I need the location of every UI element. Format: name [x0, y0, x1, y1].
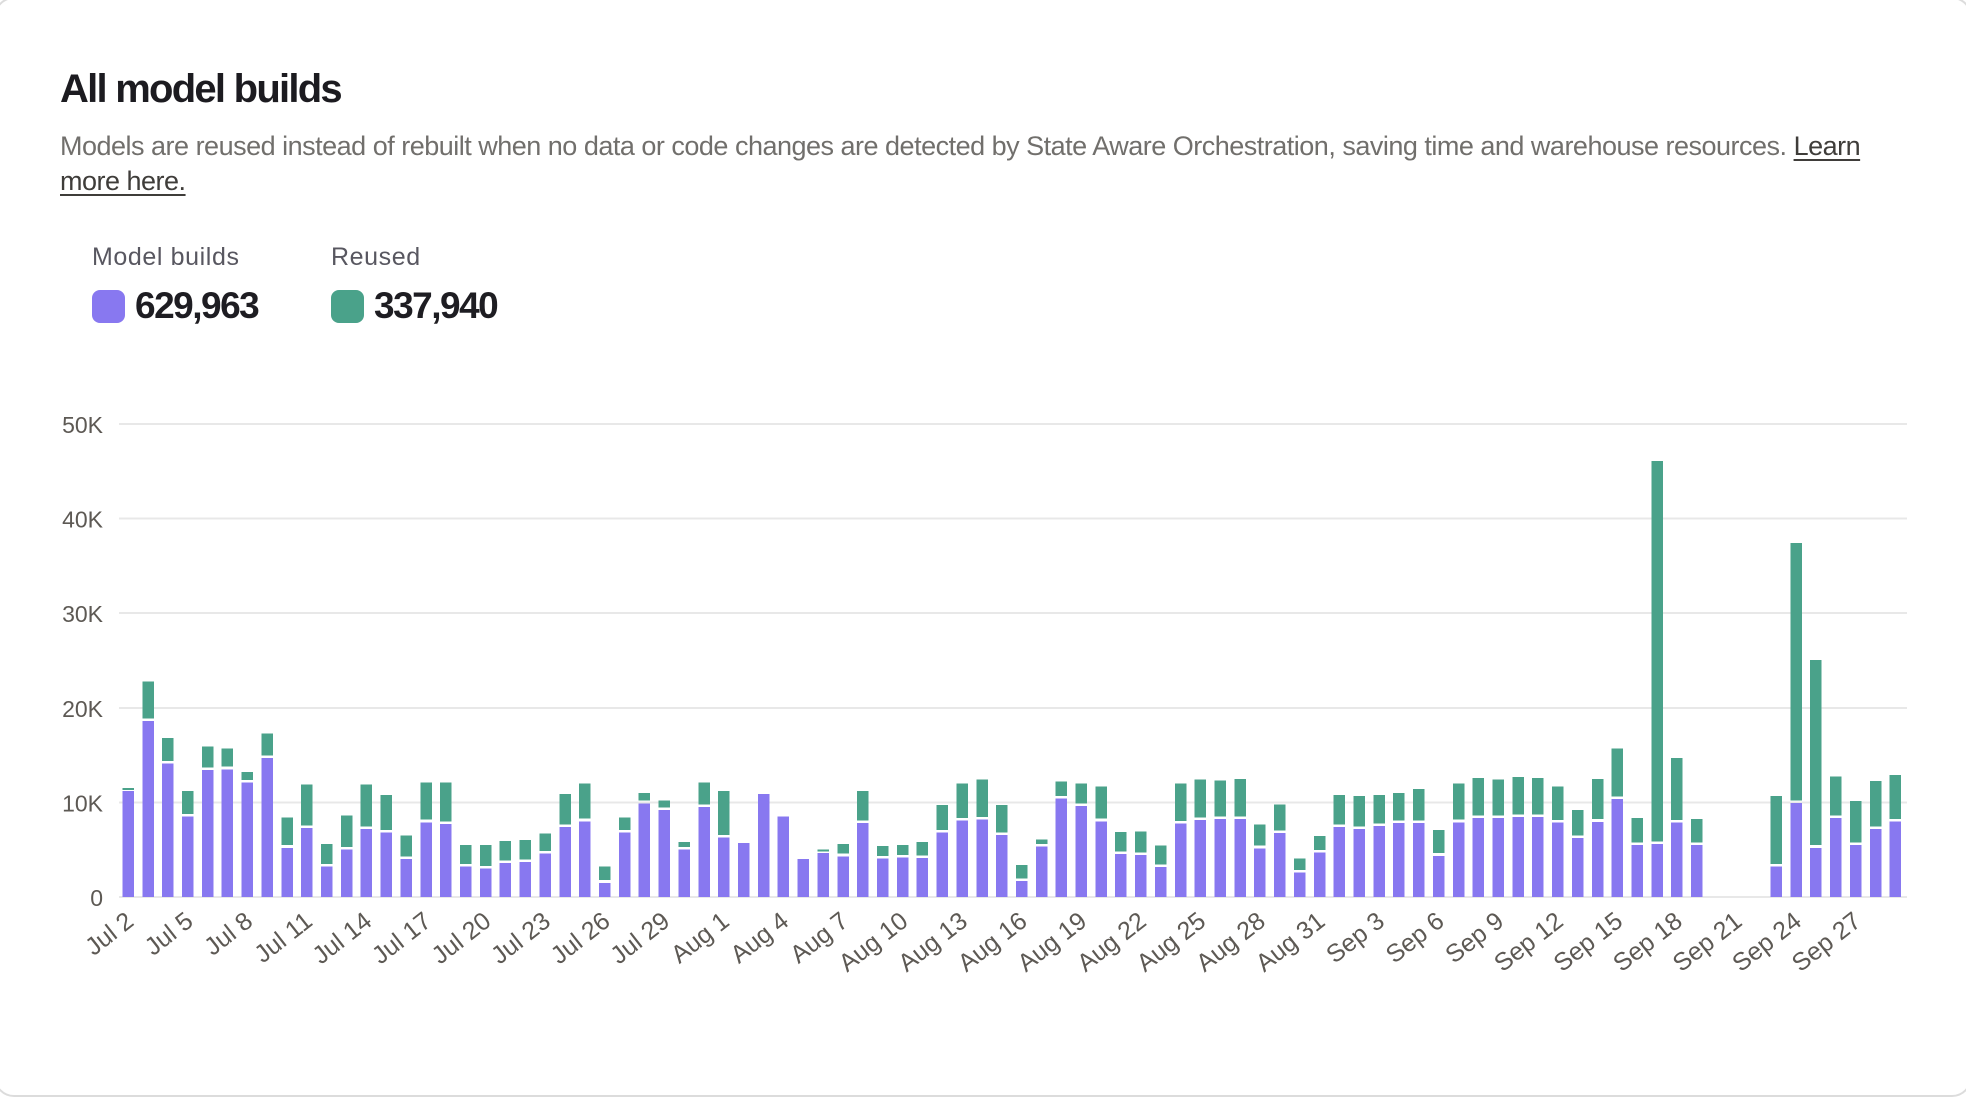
- svg-text:Sep 6: Sep 6: [1381, 907, 1450, 969]
- svg-text:20K: 20K: [62, 696, 104, 722]
- svg-text:Jul 2: Jul 2: [80, 907, 139, 962]
- svg-text:Jul 26: Jul 26: [546, 907, 616, 970]
- svg-text:Aug 4: Aug 4: [725, 907, 794, 969]
- svg-text:Jul 5: Jul 5: [140, 907, 199, 962]
- svg-text:Jul 14: Jul 14: [307, 907, 377, 970]
- svg-text:Jul 29: Jul 29: [605, 907, 675, 970]
- svg-text:40K: 40K: [62, 507, 104, 533]
- svg-text:Jul 17: Jul 17: [367, 907, 437, 970]
- svg-text:Sep 3: Sep 3: [1321, 907, 1390, 969]
- svg-text:0: 0: [90, 885, 103, 911]
- svg-text:Jul 11: Jul 11: [249, 907, 317, 969]
- svg-text:Jul 23: Jul 23: [486, 907, 556, 970]
- svg-text:30K: 30K: [62, 601, 104, 627]
- svg-text:Aug 31: Aug 31: [1251, 907, 1331, 978]
- svg-text:10K: 10K: [62, 790, 104, 816]
- svg-text:50K: 50K: [62, 412, 104, 438]
- svg-text:Jul 20: Jul 20: [426, 907, 496, 970]
- svg-text:Jul 8: Jul 8: [199, 907, 258, 962]
- svg-text:Aug 1: Aug 1: [666, 907, 735, 969]
- svg-text:Sep 27: Sep 27: [1787, 907, 1867, 978]
